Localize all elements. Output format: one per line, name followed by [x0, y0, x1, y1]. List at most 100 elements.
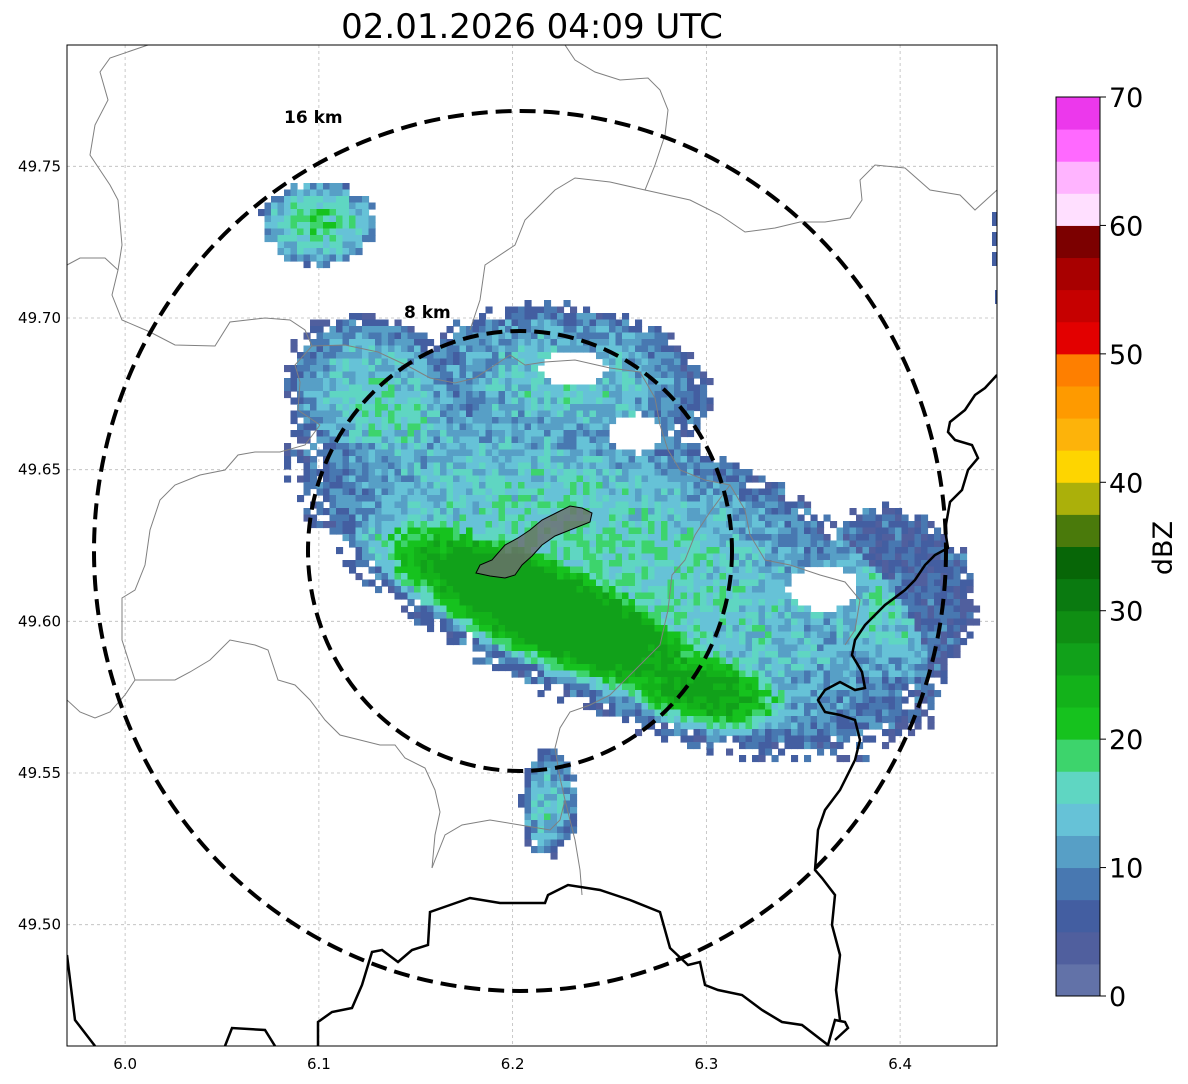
reflectivity-pixel [531, 313, 539, 321]
reflectivity-pixel [628, 644, 636, 652]
reflectivity-pixel [635, 664, 643, 672]
reflectivity-pixel [375, 410, 383, 418]
reflectivity-pixel [888, 514, 896, 522]
reflectivity-pixel [537, 774, 545, 782]
reflectivity-pixel [362, 384, 370, 392]
reflectivity-pixel [602, 540, 610, 548]
reflectivity-pixel [485, 514, 493, 522]
reflectivity-pixel [492, 488, 500, 496]
reflectivity-pixel [615, 410, 623, 418]
reflectivity-pixel [745, 508, 753, 516]
reflectivity-pixel [791, 722, 799, 730]
reflectivity-pixel [615, 488, 623, 496]
reflectivity-pixel [654, 534, 662, 542]
reflectivity-pixel [323, 215, 331, 223]
reflectivity-pixel [427, 397, 435, 405]
reflectivity-pixel [719, 664, 727, 672]
reflectivity-pixel [648, 488, 656, 496]
reflectivity-pixel [752, 560, 760, 568]
reflectivity-pixel [706, 521, 714, 529]
reflectivity-pixel [674, 501, 682, 509]
reflectivity-pixel [492, 547, 500, 555]
reflectivity-pixel [901, 547, 909, 555]
reflectivity-pixel [557, 456, 565, 464]
reflectivity-pixel [914, 670, 922, 678]
reflectivity-pixel [615, 378, 623, 386]
reflectivity-pixel [453, 423, 461, 431]
reflectivity-pixel [609, 332, 617, 340]
reflectivity-pixel [615, 703, 623, 711]
reflectivity-pixel [752, 495, 760, 503]
reflectivity-pixel [570, 800, 578, 808]
reflectivity-pixel [609, 625, 617, 633]
reflectivity-pixel [440, 397, 448, 405]
reflectivity-pixel [459, 332, 467, 340]
reflectivity-pixel [687, 644, 695, 652]
reflectivity-pixel [953, 560, 961, 568]
reflectivity-pixel [778, 729, 786, 737]
reflectivity-pixel [674, 683, 682, 691]
reflectivity-pixel [485, 319, 493, 327]
reflectivity-pixel [680, 709, 688, 717]
reflectivity-pixel [693, 534, 701, 542]
reflectivity-pixel [693, 365, 701, 373]
reflectivity-pixel [297, 391, 305, 399]
reflectivity-pixel [817, 735, 825, 743]
reflectivity-pixel [888, 553, 896, 561]
reflectivity-pixel [576, 501, 584, 509]
reflectivity-pixel [648, 670, 656, 678]
reflectivity-pixel [420, 612, 428, 620]
reflectivity-pixel [765, 670, 773, 678]
reflectivity-pixel [661, 469, 669, 477]
reflectivity-pixel [609, 573, 617, 581]
reflectivity-pixel [576, 683, 584, 691]
reflectivity-pixel [472, 540, 480, 548]
reflectivity-pixel [446, 488, 454, 496]
reflectivity-pixel [804, 560, 812, 568]
reflectivity-pixel [375, 469, 383, 477]
reflectivity-pixel [947, 579, 955, 587]
reflectivity-pixel [622, 651, 630, 659]
reflectivity-pixel [609, 410, 617, 418]
reflectivity-pixel [804, 547, 812, 555]
reflectivity-pixel [518, 495, 526, 503]
reflectivity-pixel [563, 683, 571, 691]
reflectivity-pixel [674, 638, 682, 646]
reflectivity-pixel [680, 352, 688, 360]
reflectivity-pixel [284, 443, 292, 451]
reflectivity-pixel [349, 222, 357, 230]
reflectivity-pixel [349, 313, 357, 321]
reflectivity-pixel [609, 514, 617, 522]
reflectivity-pixel [758, 690, 766, 698]
reflectivity-pixel [453, 527, 461, 535]
reflectivity-pixel [420, 384, 428, 392]
reflectivity-pixel [375, 436, 383, 444]
reflectivity-pixel [466, 384, 474, 392]
reflectivity-pixel [635, 716, 643, 724]
reflectivity-pixel [479, 540, 487, 548]
reflectivity-pixel [947, 605, 955, 613]
reflectivity-pixel [329, 365, 337, 373]
reflectivity-pixel [706, 560, 714, 568]
reflectivity-pixel [726, 469, 734, 477]
reflectivity-pixel [635, 391, 643, 399]
reflectivity-pixel [687, 560, 695, 568]
reflectivity-pixel [908, 540, 916, 548]
reflectivity-pixel [511, 404, 519, 412]
reflectivity-pixel [752, 709, 760, 717]
reflectivity-pixel [375, 475, 383, 483]
reflectivity-pixel [401, 573, 409, 581]
reflectivity-pixel [940, 618, 948, 626]
reflectivity-pixel [713, 462, 721, 470]
reflectivity-pixel [713, 521, 721, 529]
reflectivity-pixel [648, 631, 656, 639]
reflectivity-pixel [466, 592, 474, 600]
reflectivity-pixel [661, 345, 669, 353]
reflectivity-pixel [908, 644, 916, 652]
reflectivity-pixel [576, 397, 584, 405]
reflectivity-pixel [609, 501, 617, 509]
reflectivity-pixel [459, 339, 467, 347]
reflectivity-pixel [511, 644, 519, 652]
reflectivity-pixel [453, 547, 461, 555]
reflectivity-pixel [492, 586, 500, 594]
